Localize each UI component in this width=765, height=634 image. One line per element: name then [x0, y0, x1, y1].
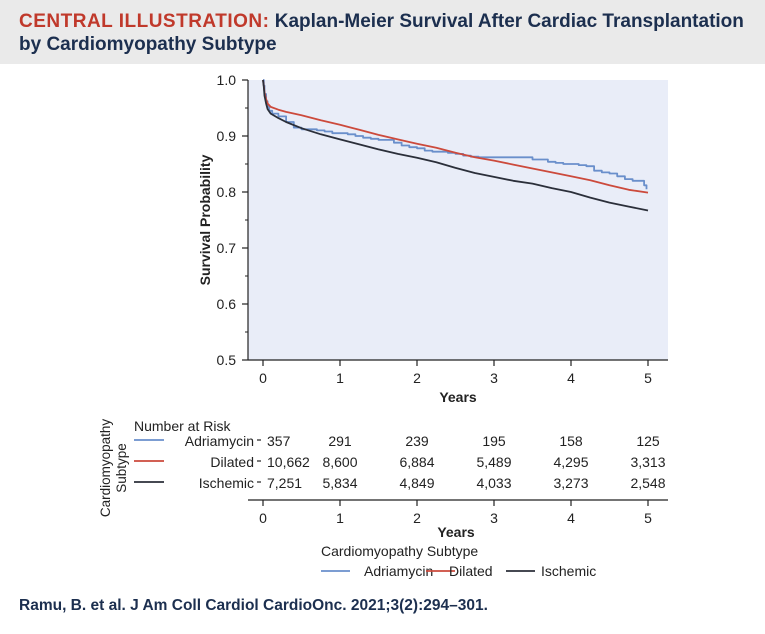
series-line-ischemic [262, 79, 649, 212]
y-tick-label: 1.0 [217, 72, 237, 88]
page-title: CENTRAL ILLUSTRATION: Kaplan-Meier Survi… [19, 10, 749, 56]
legend-label-ischemic: Ischemic [541, 563, 596, 579]
risk-count: 4,849 [399, 475, 434, 491]
risk-count: 3,273 [553, 475, 588, 491]
risk-count: 357 [267, 433, 291, 449]
risk-x-tick-label: 5 [644, 510, 652, 526]
risk-count: 158 [559, 433, 583, 449]
series-line-dilated [262, 79, 649, 194]
risk-count: 239 [405, 433, 429, 449]
risk-count: 3,313 [630, 454, 665, 470]
y-tick-label: 0.5 [217, 352, 237, 368]
legend-title: Cardiomyopathy Subtype [321, 543, 478, 559]
y-tick-label: 0.7 [217, 240, 237, 256]
figure: 0.5 0.6 0.7 0.8 0.9 1.0 0 1 2 3 4 5 Years Survival Pr… [98, 72, 668, 579]
title-text: Kaplan-Meier Survival After Cardiac Tran… [19, 11, 744, 55]
risk-x-tick-label: 2 [413, 510, 421, 526]
x-tick-label: 3 [490, 370, 498, 386]
legend-label-adriamycin: Adriamycin [364, 563, 433, 579]
risk-count: 6,884 [399, 454, 434, 470]
citation: Ramu, B. et al. J Am Coll Cardiol Cardio… [19, 597, 488, 614]
risk-table-title: Number at Risk [134, 418, 231, 434]
plot-background [248, 80, 668, 360]
y-tick-label: 0.9 [217, 128, 237, 144]
risk-table-side-label-line1: Cardiomyopathy [98, 419, 113, 518]
y-axis-title: Survival Probability [197, 154, 213, 285]
x-axis-title: Years [439, 389, 477, 405]
x-tick-label: 4 [567, 370, 575, 386]
risk-count: 5,834 [322, 475, 357, 491]
risk-count: 195 [482, 433, 506, 449]
series-line-adriamycin [262, 79, 648, 190]
y-tick-label: 0.6 [217, 296, 237, 312]
x-tick-label: 2 [413, 370, 421, 386]
x-tick-label: 1 [336, 370, 344, 386]
risk-count: 125 [636, 433, 660, 449]
risk-row-label: Ischemic [199, 475, 254, 491]
risk-row-label: Adriamycin [185, 433, 254, 449]
risk-x-tick-label: 1 [336, 510, 344, 526]
central-illustration-label: CENTRAL ILLUSTRATION: [19, 11, 270, 32]
risk-count: 4,033 [476, 475, 511, 491]
risk-row-label: Dilated [210, 454, 254, 470]
risk-x-tick-label: 3 [490, 510, 498, 526]
risk-count: 5,489 [476, 454, 511, 470]
risk-x-tick-label: 0 [259, 510, 267, 526]
risk-count: 4,295 [553, 454, 588, 470]
risk-table-side-label-line2: Subtype [114, 443, 129, 493]
risk-x-axis-title: Years [437, 524, 475, 540]
risk-count: 8,600 [322, 454, 357, 470]
legend-label-dilated: Dilated [449, 563, 493, 579]
risk-x-tick-label: 4 [567, 510, 575, 526]
risk-count: 10,662 [267, 454, 310, 470]
risk-count: 291 [328, 433, 352, 449]
x-tick-label: 5 [644, 370, 652, 386]
header-banner: CENTRAL ILLUSTRATION: Kaplan-Meier Survi… [0, 0, 765, 64]
risk-count: 7,251 [267, 475, 302, 491]
x-tick-label: 0 [259, 370, 267, 386]
y-tick-label: 0.8 [217, 184, 237, 200]
risk-count: 2,548 [630, 475, 665, 491]
